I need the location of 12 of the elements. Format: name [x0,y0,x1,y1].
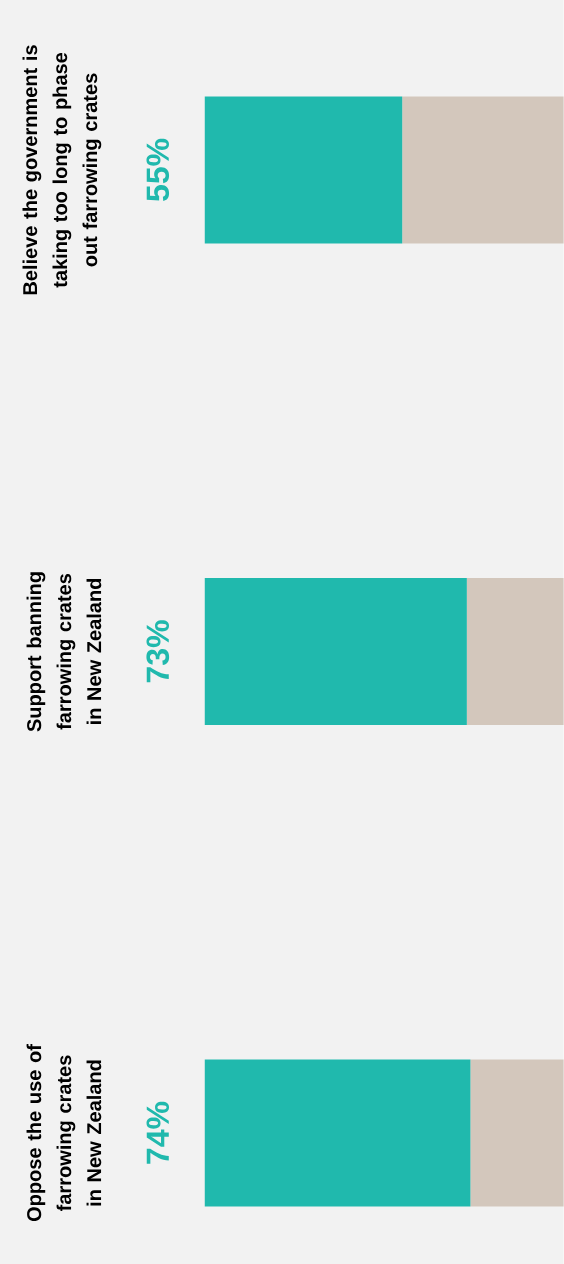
data-label: 55% [146,138,170,202]
bar [466,578,564,726]
data-label: 73% [146,620,170,683]
bar [470,1059,564,1207]
bar [204,96,403,244]
bar [204,1059,471,1207]
y-tick-label: Believe the government is taking too long to phase out farrowing crates [22,45,102,295]
y-tick-label: Support banning farrowing crates in New Zealand [26,572,102,732]
bar [204,578,467,726]
y-tick-label: Oppose the use of farrowing crates in New Zealand [26,1044,102,1222]
bar [402,96,564,244]
data-label: 74% [146,1101,170,1164]
